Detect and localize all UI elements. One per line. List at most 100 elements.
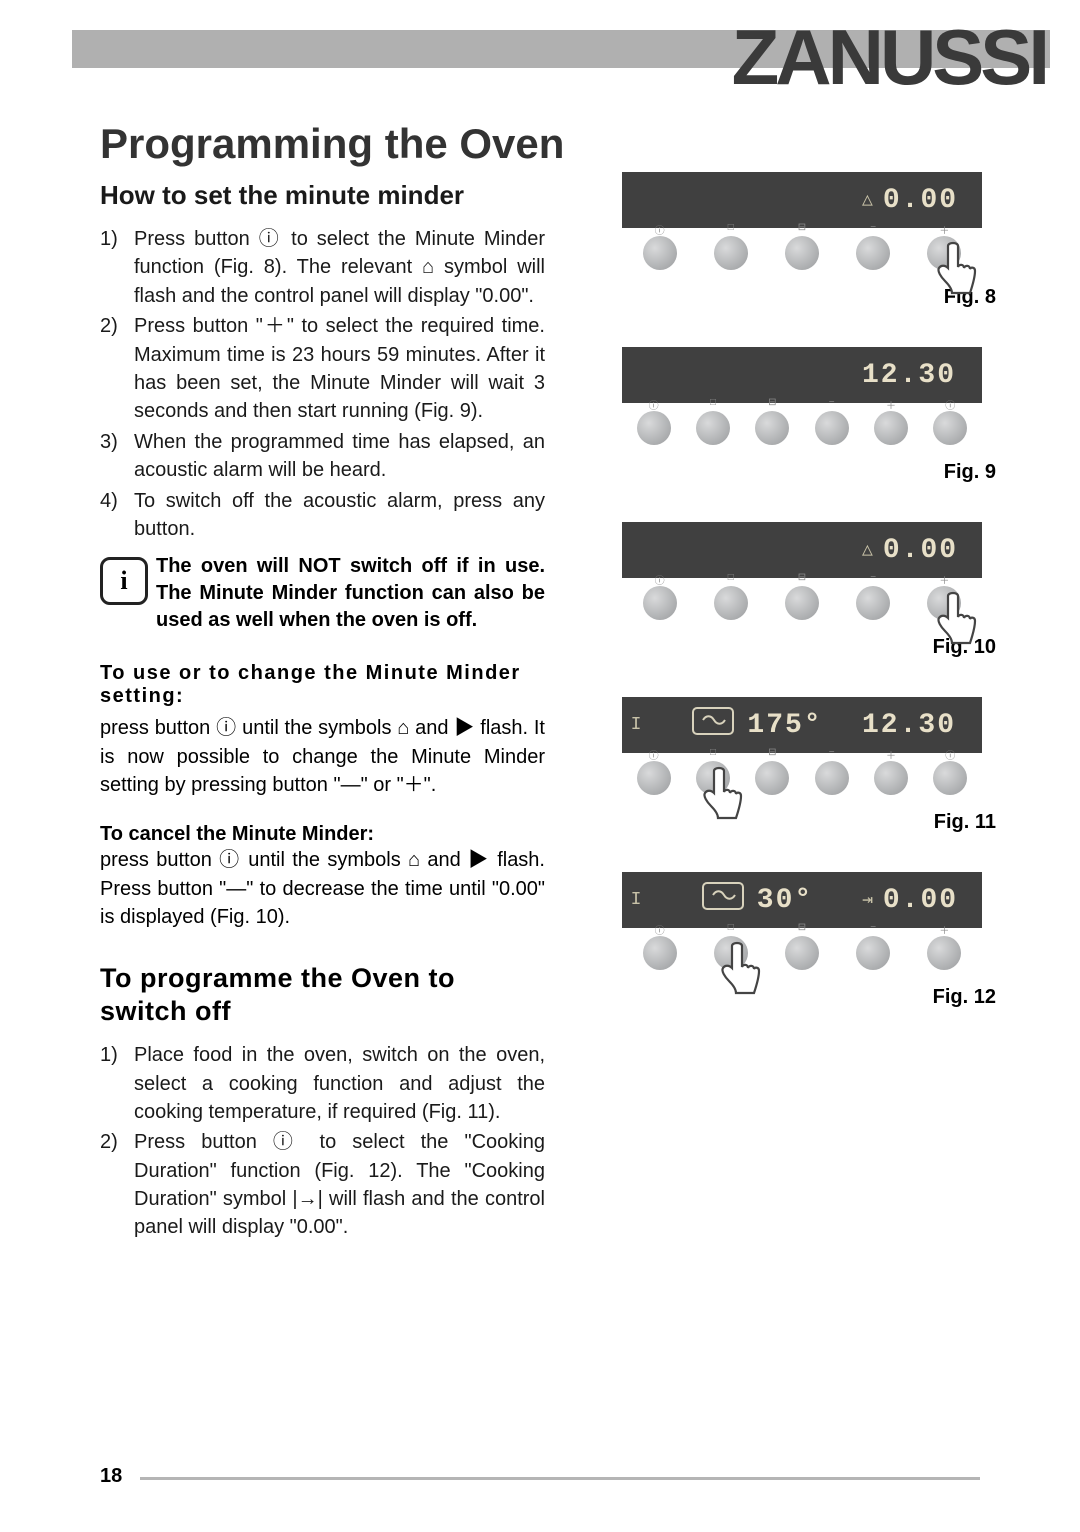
- display-time: 0.00: [883, 885, 958, 916]
- control-button-label: ⊟: [798, 222, 806, 233]
- list-item: 4)To switch off the acoustic alarm, pres…: [100, 487, 545, 544]
- hand-pointer-icon: [694, 761, 754, 821]
- display-time: 12.30: [862, 360, 956, 391]
- control-button-label: ⊟: [768, 397, 776, 408]
- control-button-label: ⓘ: [649, 397, 659, 412]
- control-button-label: □: [710, 397, 716, 408]
- control-button[interactable]: ⊟: [785, 936, 819, 970]
- control-button[interactable]: ⊟: [755, 761, 789, 795]
- control-button[interactable]: −: [856, 936, 890, 970]
- section1-steps: 1)Press button ⓘ to select the Minute Mi…: [100, 225, 545, 543]
- control-button-label: ⊟: [798, 572, 806, 583]
- hand-pointer-icon: [928, 586, 988, 646]
- control-button[interactable]: ＋: [927, 936, 961, 970]
- display-time: 12.30: [862, 710, 956, 741]
- list-item: 3)When the programmed time has elapsed, …: [100, 428, 545, 485]
- control-button[interactable]: □: [696, 411, 730, 445]
- control-button-label: ⓘ: [655, 222, 665, 237]
- control-button[interactable]: ＋: [874, 411, 908, 445]
- list-item: 2)Press button ⓘ to select the "Cooking …: [100, 1128, 545, 1242]
- control-button[interactable]: ⓘ: [933, 411, 967, 445]
- display-mode-icon: △: [862, 189, 875, 211]
- display-mode-icon: ⇥: [862, 889, 875, 911]
- control-button-label: ⓘ: [655, 922, 665, 937]
- control-button-label: ⓘ: [649, 747, 659, 762]
- display-bar: I 175°12.30: [622, 697, 982, 753]
- control-button-label: −: [829, 747, 835, 758]
- section1-heading: How to set the minute minder: [100, 180, 545, 211]
- control-button-label: ＋: [939, 572, 949, 587]
- control-button-label: □: [728, 222, 734, 233]
- control-button[interactable]: ⊟: [755, 411, 789, 445]
- display-time: 0.00: [883, 535, 958, 566]
- control-button[interactable]: ⓘ: [643, 586, 677, 620]
- control-button-label: ⊟: [768, 747, 776, 758]
- control-button-label: □: [710, 747, 716, 758]
- subhead-cancel: To cancel the Minute Minder:: [100, 823, 545, 846]
- control-button[interactable]: ⊟: [785, 586, 819, 620]
- control-button[interactable]: ⓘ: [643, 236, 677, 270]
- control-button[interactable]: □: [714, 586, 748, 620]
- page-number: 18: [100, 1465, 122, 1488]
- control-button-row: ⓘ □ ⊟−＋ ⓘ: [622, 403, 982, 455]
- figures-column: △0.00ⓘ□⊟−＋ Fig. 812.30ⓘ□⊟−＋ⓘFig. 9△0.00ⓘ…: [592, 172, 1002, 1047]
- figure-label: Fig. 9: [592, 461, 1002, 484]
- control-button-label: □: [728, 922, 734, 933]
- figure-block: 12.30ⓘ□⊟−＋ⓘFig. 9: [592, 347, 1002, 484]
- control-button[interactable]: □: [714, 236, 748, 270]
- control-button[interactable]: −: [815, 761, 849, 795]
- section2-steps: 1)Place food in the oven, switch on the …: [100, 1041, 545, 1242]
- control-button-label: ＋: [886, 397, 896, 412]
- control-button[interactable]: −: [856, 236, 890, 270]
- section2-heading: To programme the Oven to switch off: [100, 962, 545, 1030]
- control-button[interactable]: ⊟: [785, 236, 819, 270]
- control-button-label: ⓘ: [655, 572, 665, 587]
- control-button-label: ⊟: [798, 922, 806, 933]
- control-button-label: −: [870, 222, 876, 233]
- figure-label: Fig. 11: [592, 811, 1002, 834]
- list-item: 1)Place food in the oven, switch on the …: [100, 1041, 545, 1126]
- control-button-label: ＋: [939, 222, 949, 237]
- control-button[interactable]: ⓘ: [637, 411, 671, 445]
- figure-block: △0.00ⓘ□⊟−＋ Fig. 10: [592, 522, 1002, 659]
- page-title: Programming the Oven: [100, 120, 980, 168]
- list-item: 2)Press button "＋" to select the require…: [100, 312, 545, 426]
- control-button[interactable]: −: [815, 411, 849, 445]
- display-bar: I 30°⇥0.00: [622, 872, 982, 928]
- control-button-label: −: [870, 572, 876, 583]
- control-button-label: −: [870, 922, 876, 933]
- control-button-label: ⓘ: [945, 747, 955, 762]
- oven-function-icon: [701, 881, 745, 920]
- display-bar: 12.30: [622, 347, 982, 403]
- display-mode-icon: △: [862, 539, 875, 561]
- display-bar: △ 0.00: [622, 172, 982, 228]
- control-button[interactable]: ⓘ: [637, 761, 671, 795]
- control-button[interactable]: ⓘ: [643, 936, 677, 970]
- figure-block: I 175°12.30ⓘ□⊟−＋ⓘ Fig. 11: [592, 697, 1002, 834]
- display-time: 0.00: [883, 185, 958, 216]
- figure-label: Fig. 12: [592, 986, 1002, 1009]
- control-button[interactable]: −: [856, 586, 890, 620]
- list-item: 1)Press button ⓘ to select the Minute Mi…: [100, 225, 545, 310]
- control-button-row: ⓘ□⊟−＋ⓘ: [622, 753, 982, 805]
- control-button-label: ⓘ: [945, 397, 955, 412]
- control-button-label: ＋: [939, 922, 949, 937]
- control-button[interactable]: ＋: [874, 761, 908, 795]
- info-icon: i: [100, 557, 148, 605]
- control-button-label: −: [829, 397, 835, 408]
- subhead-change: To use or to change the Minute Minder se…: [100, 662, 545, 708]
- brand-logo: ZANUSSI: [732, 12, 1046, 103]
- footer-rule: [140, 1477, 980, 1480]
- hand-pointer-icon: [712, 936, 772, 996]
- left-column: How to set the minute minder 1)Press but…: [100, 180, 545, 1242]
- para-change: press button ⓘ until the symbols ⌂ and ▶…: [100, 714, 545, 799]
- figure-block: △0.00ⓘ□⊟−＋ Fig. 8: [592, 172, 1002, 309]
- control-button[interactable]: ⓘ: [933, 761, 967, 795]
- hand-pointer-icon: [928, 236, 988, 296]
- page-content: Programming the Oven How to set the minu…: [100, 120, 980, 1472]
- info-note: i The oven will NOT switch off if in use…: [100, 553, 545, 634]
- info-note-text: The oven will NOT switch off if in use. …: [156, 553, 545, 634]
- control-button-row: ⓘ□⊟−＋: [622, 928, 982, 980]
- display-temperature: 175°: [747, 710, 822, 741]
- control-button-label: ＋: [886, 747, 896, 762]
